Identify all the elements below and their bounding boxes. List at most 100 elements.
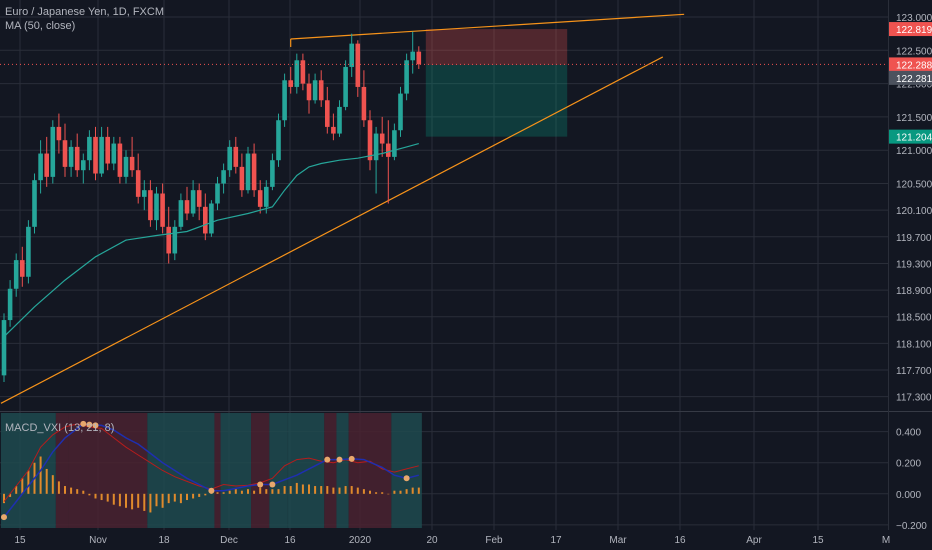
candle-body-4 xyxy=(26,226,31,277)
candle-body-48 xyxy=(294,60,300,87)
candle-58 xyxy=(355,40,361,97)
price-tick-label-4: 118.900 xyxy=(896,286,932,297)
candle-body-36 xyxy=(221,170,226,184)
candle-body-45 xyxy=(276,120,281,161)
candle-57 xyxy=(349,33,354,77)
time-tick-label-1: Nov xyxy=(89,535,107,546)
macd-marker-1 xyxy=(80,420,87,427)
macd-zone-1 xyxy=(55,413,69,528)
candle-body-55 xyxy=(337,106,342,134)
candle-body-61 xyxy=(373,133,379,161)
macd-marker-4 xyxy=(208,487,215,494)
time-tick-label-7: Feb xyxy=(485,535,503,546)
candle-8 xyxy=(50,120,56,184)
macd-hist-bar-6 xyxy=(39,456,42,494)
macd-legend[interactable]: MACD_VXI (13, 21, 8) xyxy=(5,422,115,434)
candle-body-62 xyxy=(379,133,385,144)
macd-hist-bar-26 xyxy=(161,493,164,508)
short-position-tool[interactable] xyxy=(425,29,568,137)
candle-7 xyxy=(44,136,49,187)
macd-hist-bar-55 xyxy=(338,487,341,494)
macd-hist-bar-59 xyxy=(362,489,365,494)
price-label-bg-0 xyxy=(889,22,932,37)
macd-hist-bar-13 xyxy=(82,490,85,494)
macd-hist-bar-51 xyxy=(314,486,317,494)
price-tick-label-10: 121.500 xyxy=(896,113,932,124)
candle-21 xyxy=(129,136,135,177)
ma-legend[interactable]: MA (50, close) xyxy=(5,20,76,32)
macd-axis[interactable]: 0.400 0.200 0.000 −0.200 xyxy=(896,428,927,532)
candle-38 xyxy=(233,136,239,174)
price-tick-label-5: 119.300 xyxy=(896,259,932,270)
candle-37 xyxy=(227,140,232,177)
candle-body-44 xyxy=(270,160,275,187)
candle-body-28 xyxy=(172,226,178,254)
candle-body-58 xyxy=(355,43,361,87)
macd-hist-bar-21 xyxy=(131,493,134,510)
time-tick-label-2: 18 xyxy=(158,535,170,546)
candlestick-series xyxy=(1,31,422,383)
candle-body-24 xyxy=(148,190,153,221)
candle-47 xyxy=(288,66,293,94)
macd-hist-bar-67 xyxy=(411,487,414,494)
candle-body-59 xyxy=(361,86,367,121)
macd-marker-6 xyxy=(269,481,276,488)
macd-marker-10 xyxy=(403,475,410,482)
candle-60 xyxy=(367,110,373,171)
candle-0 xyxy=(1,313,7,383)
macd-zone-12 xyxy=(391,413,422,528)
candle-62 xyxy=(379,116,385,157)
candle-body-53 xyxy=(325,100,330,127)
candle-55 xyxy=(337,100,342,137)
macd-hist-bar-50 xyxy=(308,484,310,494)
candle-body-64 xyxy=(392,130,397,157)
candle-28 xyxy=(172,220,178,261)
candle-5 xyxy=(32,173,37,234)
macd-hist-bar-44 xyxy=(271,489,274,494)
price-tick-label-0: 117.300 xyxy=(896,393,932,404)
time-axis[interactable]: 15 Nov 18 Dec 16 2020 20 Feb 17 Mar 16 Apr 15 M xyxy=(14,535,890,546)
macd-marker-2 xyxy=(86,421,93,428)
candle-body-68 xyxy=(416,51,422,65)
time-tick-label-4: 16 xyxy=(284,535,296,546)
candle-27 xyxy=(166,206,171,264)
macd-hist-bar-16 xyxy=(100,493,103,501)
price-axis[interactable]: 117.300 117.700 118.100 118.500 118.900 119.3… xyxy=(896,13,932,404)
trendline-1 xyxy=(290,13,685,40)
macd-hist-bar-14 xyxy=(88,493,91,496)
price-tick-label-7: 120.100 xyxy=(896,206,932,217)
candle-44 xyxy=(270,153,275,191)
price-label-2: 122.281 xyxy=(889,70,932,85)
macd-hist-bar-35 xyxy=(216,492,219,494)
candle-body-14 xyxy=(87,136,92,161)
price-label-bg-1 xyxy=(889,57,932,72)
time-tick-label-12: 15 xyxy=(812,535,824,546)
macd-hist-bar-53 xyxy=(326,486,329,494)
symbol-title[interactable]: Euro / Japanese Yen, 1D, FXCM xyxy=(5,6,164,18)
trendlines[interactable] xyxy=(0,13,685,404)
candle-33 xyxy=(203,193,208,241)
macd-zone-7 xyxy=(269,413,288,528)
macd-cross-markers xyxy=(1,420,410,521)
macd-hist-bar-42 xyxy=(259,487,262,494)
macd-hist-bar-15 xyxy=(94,493,97,499)
candle-17 xyxy=(105,126,110,171)
macd-hist-bar-39 xyxy=(240,490,243,494)
candle-body-5 xyxy=(32,180,37,227)
macd-hist-bar-68 xyxy=(417,487,420,494)
candle-39 xyxy=(239,153,245,197)
candle-body-15 xyxy=(93,136,98,174)
candle-body-11 xyxy=(68,146,74,167)
candle-15 xyxy=(93,126,98,181)
macd-hist-bar-2 xyxy=(15,486,18,494)
candle-body-2 xyxy=(13,260,19,289)
candle-body-47 xyxy=(288,80,293,87)
candle-18 xyxy=(111,136,117,171)
candle-29 xyxy=(178,193,184,231)
macd-hist-bar-17 xyxy=(106,493,109,502)
candle-body-38 xyxy=(233,146,239,167)
macd-marker-3 xyxy=(92,422,99,429)
macd-hist-bar-62 xyxy=(381,492,384,494)
candle-body-57 xyxy=(349,43,354,67)
